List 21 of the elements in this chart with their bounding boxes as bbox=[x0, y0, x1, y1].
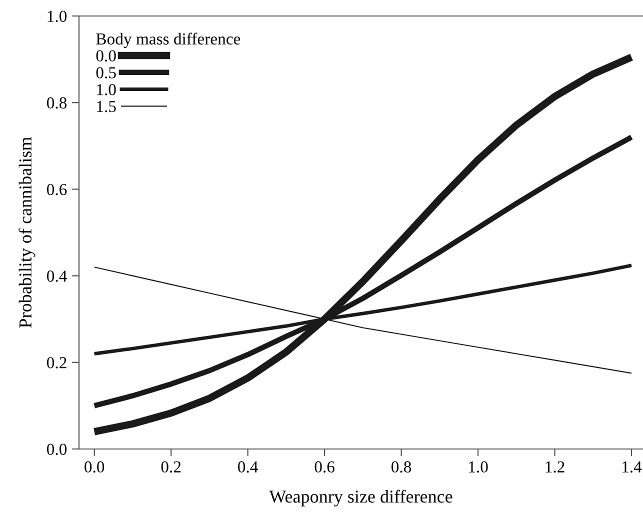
legend-label: 0.0 bbox=[96, 50, 116, 62]
y-tick-label: 0.2 bbox=[46, 357, 66, 368]
y-tick-label: 0.4 bbox=[46, 270, 67, 282]
legend-title: Body mass difference bbox=[96, 32, 240, 48]
y-tick-label: 0.6 bbox=[46, 184, 67, 196]
legend-label: 1.5 bbox=[97, 100, 116, 112]
x-tick-label: 1.4 bbox=[622, 461, 642, 473]
x-axis-title: Weaponry size difference bbox=[269, 490, 452, 506]
x-tick-label: 0.0 bbox=[84, 461, 104, 473]
x-tick-label: 0.8 bbox=[392, 461, 412, 473]
y-tick-label: 0.0 bbox=[46, 444, 67, 456]
legend-label: 0.5 bbox=[96, 67, 116, 78]
y-tick-label: 0.8 bbox=[46, 97, 67, 109]
x-tick-label: 0.2 bbox=[161, 461, 181, 473]
x-tick-label: 1.0 bbox=[469, 461, 488, 473]
y-tick-label: 1.0 bbox=[48, 10, 67, 22]
y-axis-title: Probability of cannibalism bbox=[18, 137, 36, 328]
legend-label: 1.0 bbox=[97, 84, 116, 96]
x-tick-label: 0.4 bbox=[238, 461, 258, 473]
x-tick-label: 0.6 bbox=[314, 461, 334, 473]
x-tick-label: 1.2 bbox=[546, 461, 564, 473]
